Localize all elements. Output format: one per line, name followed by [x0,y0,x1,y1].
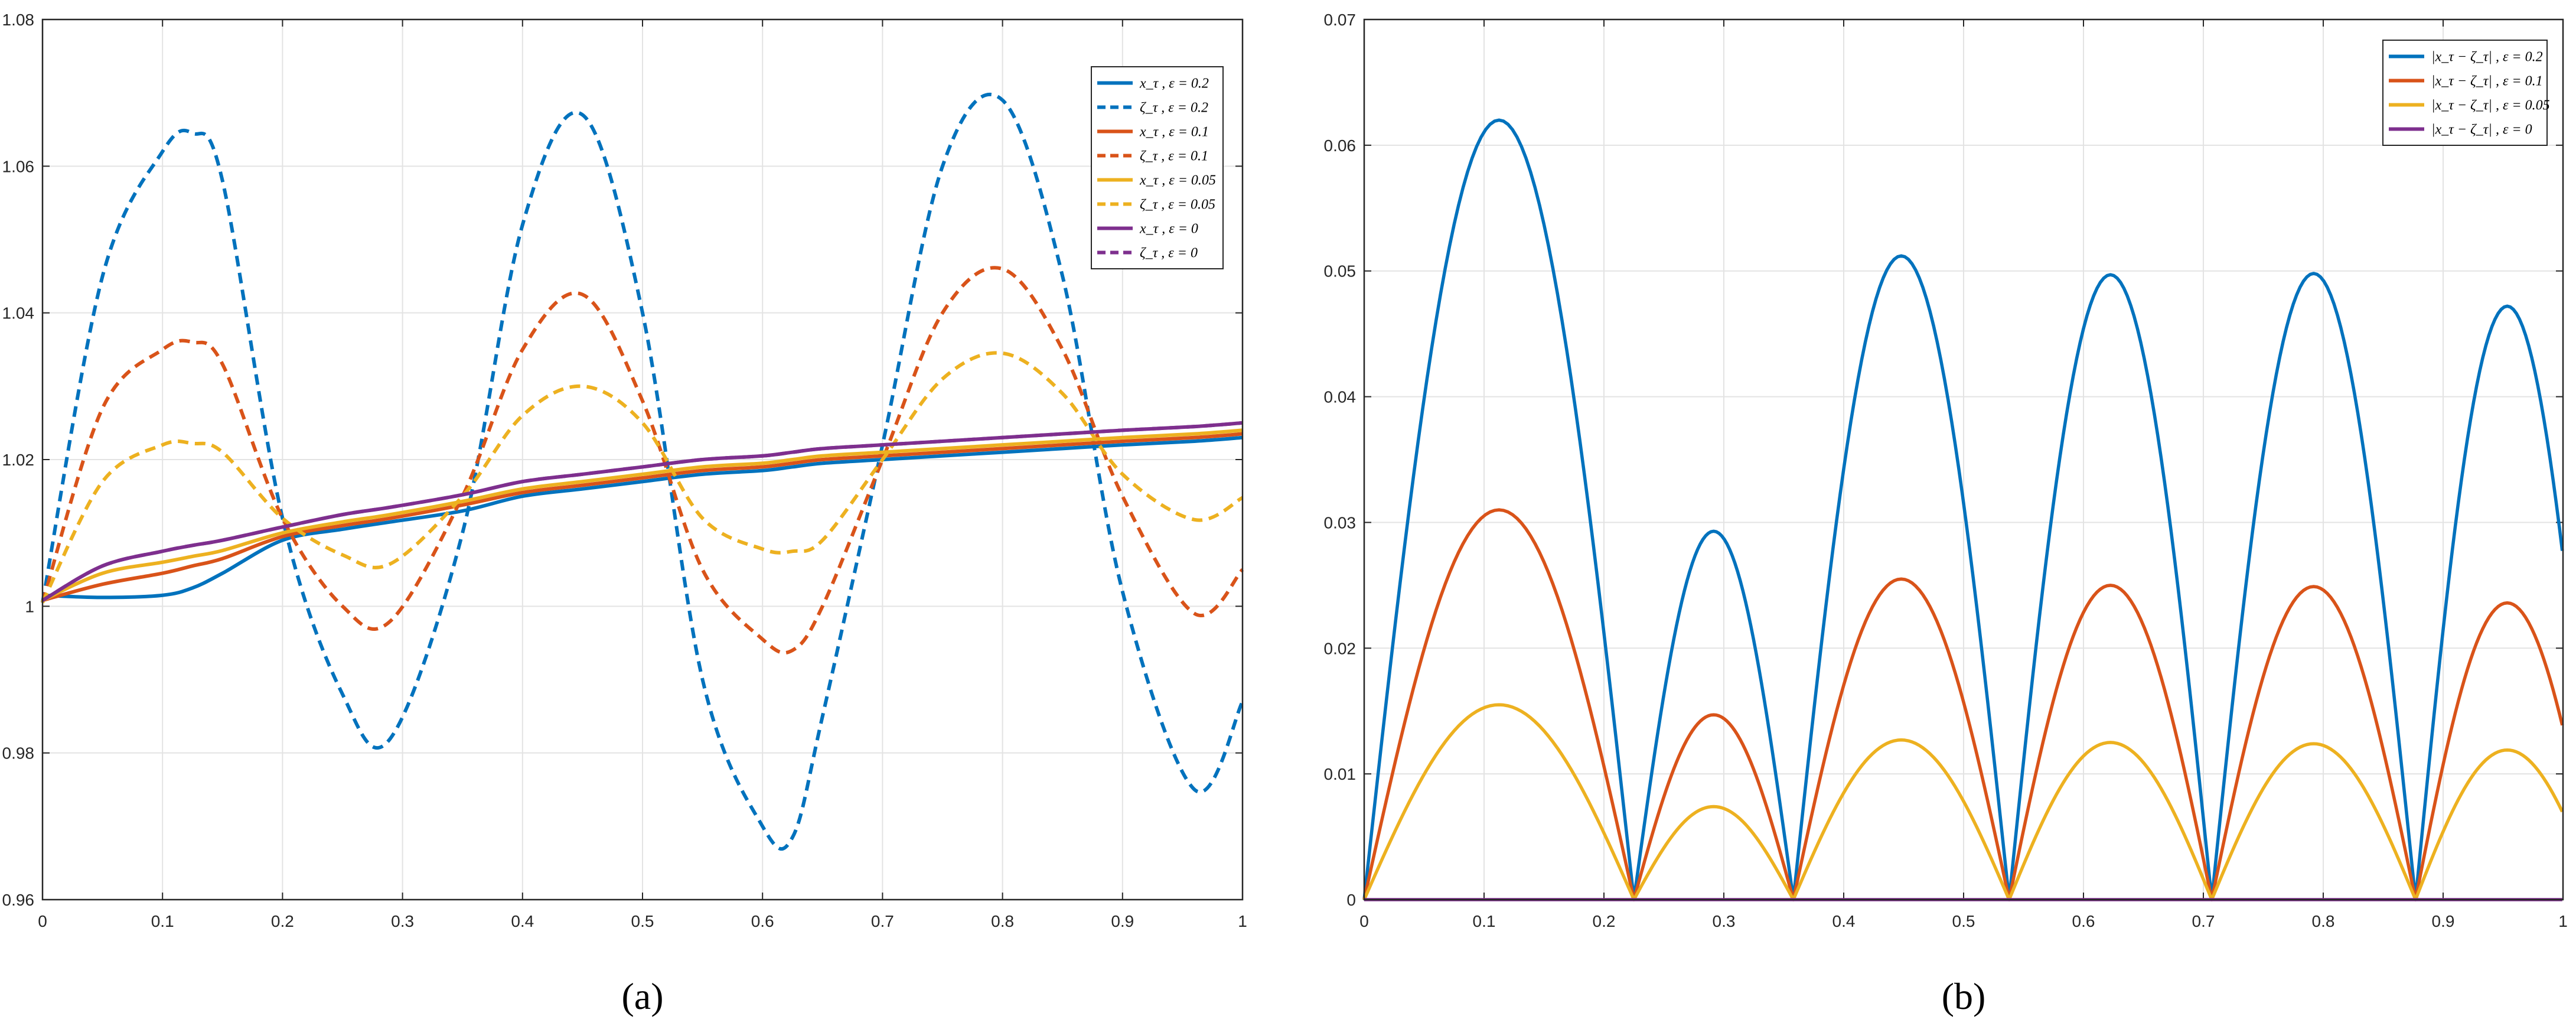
y-tick-label: 0.06 [1324,136,1357,155]
legend-entry-label: ζ_τ , ε = 0.05 [1140,197,1215,213]
y-tick-label: 0.98 [2,744,35,763]
panel-b: 0 0.1 0.2 0.3 0.4 0.5 0.6 0.7 0.8 0.9 1 0 0.01 0.02 0.… [1324,11,2568,1017]
legend-entry-label: x_τ , ε = 0.05 [1139,173,1216,188]
x-tick-label: 0.3 [1713,912,1736,930]
x-tick-label: 0 [1359,912,1369,930]
series-line-0 [1362,118,2564,901]
x-tick-label: 0.1 [151,912,174,930]
legend-box [1091,66,1224,269]
legend-entry-label: ζ_τ , ε = 0.1 [1140,149,1208,164]
series-group [41,92,1244,851]
x-tick-label: 0.7 [2192,912,2215,930]
grid [42,19,1243,900]
grid [1364,19,2564,900]
x-tick-label: 1 [1238,912,1247,930]
series-line-2 [42,432,1243,603]
series-line-1 [1362,508,2564,901]
x-tick-label: 0.4 [1832,912,1856,930]
series-line-3 [41,266,1244,655]
y-tick-label: 0.04 [1324,388,1357,406]
x-tick-label: 0.2 [1593,912,1616,930]
series-line-4 [41,428,1243,603]
y-tick-label: 1.08 [2,11,35,29]
legend-entry-label: |x_τ − ζ_τ| , ε = 0.05 [2431,98,2550,113]
legend-entry-label: ζ_τ , ε = 0.2 [1140,100,1208,116]
legend-entry-label: |x_τ − ζ_τ| , ε = 0.2 [2431,50,2543,65]
x-tick-label: 0.4 [511,912,534,930]
y-tick-label: 1.06 [2,157,35,175]
x-tick-label: 0.7 [871,912,894,930]
y-tick-label: 0.05 [1324,262,1357,281]
y-tick-label: 1.02 [2,451,35,469]
y-tick-label: 1.04 [2,304,35,323]
axes-frame [41,18,1244,901]
legend-entry-label: ζ_τ , ε = 0 [1140,246,1198,261]
x-tick-label: 0.5 [1952,912,1975,930]
panel-a: 0 0.1 0.2 0.3 0.4 0.5 0.6 0.7 0.8 0.9 1 0.96 0.98 1 1.… [2,11,1247,1017]
series-line-1 [41,92,1244,851]
series-line-0 [42,435,1243,600]
y-tick-label: 0.02 [1324,639,1357,657]
y-tick-label: 1 [25,597,34,616]
x-tick-label: 0.5 [631,912,654,930]
y-tick-label: 0.07 [1324,11,1357,29]
legend-entry-label: x_τ , ε = 0.1 [1139,125,1209,140]
series-line-7 [41,421,1243,603]
legend: |x_τ − ζ_τ| , ε = 0.2 |x_τ − ζ_τ| , ε = 0… [2382,40,2550,146]
legend: x_τ , ε = 0.2 ζ_τ , ε = 0.2 x_τ , ε = 0.1 ζ… [1091,66,1224,269]
legend-entry-label: |x_τ − ζ_τ| , ε = 0.1 [2431,74,2543,89]
x-tick-label: 0.9 [2432,912,2455,930]
x-tick-label: 0.9 [1111,912,1134,930]
x-tick-label: 0.3 [391,912,414,930]
panel-caption: (b) [1942,975,1986,1017]
x-tick-label: 0.1 [1473,912,1496,930]
y-tick-label: 0.03 [1324,513,1357,532]
series-line-2 [1362,703,2564,901]
x-tick-label: 0.8 [991,912,1014,930]
legend-entry-label: x_τ , ε = 0 [1139,222,1198,237]
panel-caption: (a) [621,975,663,1017]
y-tick-label: 0.01 [1324,765,1357,783]
y-tick-label: 0.96 [2,891,35,909]
legend-entry-label: x_τ , ε = 0.2 [1139,76,1209,92]
x-tick-label: 0 [38,912,47,930]
legend-entry-label: |x_τ − ζ_τ| , ε = 0 [2431,122,2532,138]
axes-frame [1363,18,2564,901]
y-tick-label: 0 [1346,891,1356,909]
x-tick-label: 0.6 [2072,912,2095,930]
x-tick-label: 0.2 [271,912,294,930]
x-tick-label: 0.8 [2312,912,2335,930]
x-tick-label: 1 [2558,912,2568,930]
x-tick-label: 0.6 [751,912,774,930]
series-line-5 [41,351,1244,604]
